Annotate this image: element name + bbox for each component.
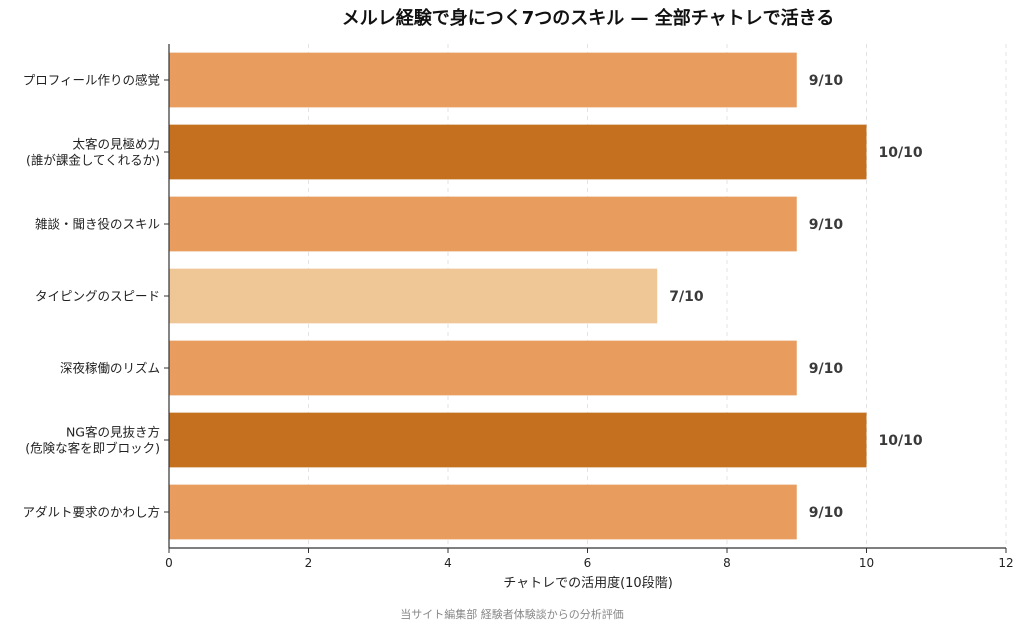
value-label-4: 9/10 xyxy=(809,361,844,377)
x-tick-label-0: 0 xyxy=(165,556,173,570)
value-label-0: 9/10 xyxy=(809,73,844,89)
category-label-1: 太客の見極め力(誰が課金してくれるか) xyxy=(26,137,160,168)
category-label-1-line-1: (誰が課金してくれるか) xyxy=(26,153,160,168)
value-label-1: 10/10 xyxy=(879,145,923,161)
category-label-2: 雑談・聞き役のスキル xyxy=(35,217,160,232)
bar-6 xyxy=(169,484,797,540)
bar-5 xyxy=(169,412,867,468)
category-label-0: プロフィール作りの感覚 xyxy=(23,73,160,88)
category-label-6-line-0: アダルト要求のかわし方 xyxy=(22,505,160,520)
value-label-2: 9/10 xyxy=(809,217,844,233)
value-label-3: 7/10 xyxy=(669,289,704,305)
category-label-5-line-0: NG客の見抜き方 xyxy=(66,425,160,440)
bar-0 xyxy=(169,52,797,108)
axes xyxy=(164,44,1007,553)
category-label-4: 深夜稼働のリズム xyxy=(60,361,160,376)
value-label-6: 9/10 xyxy=(809,505,844,521)
category-label-3-line-0: タイピングのスピード xyxy=(35,289,160,304)
category-label-2-line-0: 雑談・聞き役のスキル xyxy=(35,217,160,232)
category-label-1-line-0: 太客の見極め力 xyxy=(72,137,160,152)
category-label-5-line-1: (危険な客を即ブロック) xyxy=(25,441,160,456)
x-axis-title: チャトレでの活用度(10段階) xyxy=(503,575,673,591)
x-tick-labels: 0 2 4 6 8 10 12 xyxy=(165,556,1013,570)
x-tick-label-4: 8 xyxy=(723,556,731,570)
x-tick-label-3: 6 xyxy=(584,556,592,570)
category-label-0-line-0: プロフィール作りの感覚 xyxy=(23,73,160,88)
x-tick-label-5: 10 xyxy=(859,556,874,570)
source-note: 当サイト編集部 経験者体験談からの分析評価 xyxy=(400,607,624,621)
category-label-4-line-0: 深夜稼働のリズム xyxy=(60,361,160,376)
category-label-5: NG客の見抜き方(危険な客を即ブロック) xyxy=(25,425,160,456)
value-label-5: 10/10 xyxy=(879,433,923,449)
value-labels: 9/10 10/10 9/10 7/10 9/10 10/10 9/10 xyxy=(669,73,923,521)
bar-4 xyxy=(169,340,797,396)
x-tick-label-2: 4 xyxy=(444,556,452,570)
category-label-3: タイピングのスピード xyxy=(35,289,160,304)
bar-3 xyxy=(169,268,658,324)
bar-1 xyxy=(169,124,867,180)
x-tick-label-6: 12 xyxy=(998,556,1013,570)
bar-2 xyxy=(169,196,797,252)
x-tick-label-1: 2 xyxy=(305,556,313,570)
bars xyxy=(169,52,867,540)
chart-title: メルレ経験で身につく7つのスキル — 全部チャトレで活きる xyxy=(342,7,835,29)
category-label-6: アダルト要求のかわし方 xyxy=(22,505,160,520)
